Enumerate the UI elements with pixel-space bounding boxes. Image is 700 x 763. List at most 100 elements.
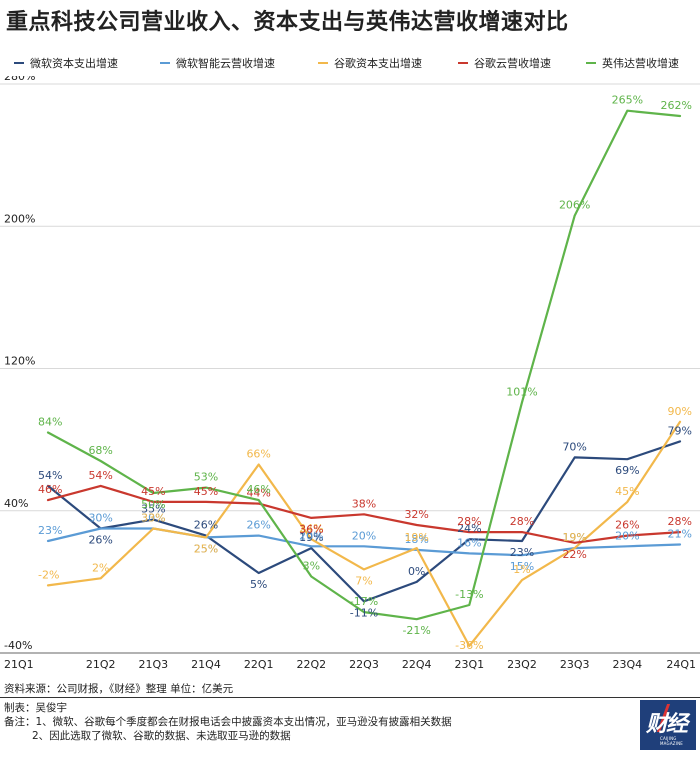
data-label: 28% [457, 515, 481, 528]
series-lines [46, 109, 682, 648]
data-label: 68% [88, 444, 112, 457]
data-label: 1% [513, 563, 530, 576]
x-tick-label: 21Q4 [191, 658, 221, 671]
data-label: 26% [88, 534, 112, 547]
data-label: -21% [402, 624, 430, 637]
legend-swatch-icon [458, 62, 468, 64]
data-label: 33% [141, 512, 165, 525]
source-note: 资料来源：公司财报，《财经》整理 单位：亿美元 [4, 683, 234, 695]
data-label: 16% [457, 536, 481, 549]
data-label: 54% [88, 469, 112, 482]
remark-note-1: 备注：1、微软、谷歌每个季度都会在财报电话会中披露资本支出情况，亚马逊没有披露相… [4, 716, 452, 728]
data-label: 25% [194, 542, 218, 555]
data-label: 45% [194, 485, 218, 498]
data-label: 19% [404, 531, 428, 544]
x-tick-label: 22Q4 [402, 658, 432, 671]
data-label: 79% [668, 424, 692, 437]
data-label: 265% [612, 94, 643, 107]
series-line [46, 420, 682, 648]
x-tick-label: 23Q4 [613, 658, 643, 671]
logo-text: 财经 [646, 712, 688, 737]
legend-swatch-icon [318, 62, 328, 64]
data-label: 26% [194, 519, 218, 532]
y-tick-label: -40% [4, 639, 32, 652]
data-label: 24% [299, 522, 323, 535]
x-tick-label: 24Q1 [666, 658, 696, 671]
data-label: 20% [615, 529, 639, 542]
data-label: 26% [615, 519, 639, 532]
legend-label: 谷歌云营收增速 [474, 57, 551, 70]
legend-label: 微软资本支出增速 [30, 57, 118, 70]
data-labels: 54% 26% 35% 26% 5% 19% -11% 0% 24% 23% 70% 69% 79% 23… [38, 94, 692, 652]
data-label: 18% [404, 533, 428, 546]
x-tick-label: 22Q2 [297, 658, 327, 671]
data-label: 44% [246, 487, 270, 500]
x-tick-label: 21Q1 [4, 658, 34, 671]
data-label: 30% [88, 512, 112, 525]
data-label: -13% [455, 588, 483, 601]
legend-label: 英伟达营收增速 [602, 57, 679, 70]
legend-swatch-icon [14, 62, 24, 64]
data-label: -17% [350, 595, 378, 608]
data-label: 20% [352, 529, 376, 542]
remark-note-2: 2、因此选取了微软、谷歌的数据、未选取亚马逊的数据 [32, 730, 291, 742]
data-label: 3% [303, 560, 320, 573]
data-label: 22% [562, 548, 586, 561]
y-tick-label: 40% [4, 497, 28, 510]
data-label: 26% [246, 519, 270, 532]
data-label: 36% [299, 523, 323, 536]
author-note: 制表：吴俊宇 [4, 702, 67, 714]
y-tick-label: 200% [4, 212, 35, 225]
y-tick-label: 120% [4, 355, 35, 368]
data-label: 20% [299, 529, 323, 542]
series-line [46, 484, 682, 544]
data-label: 54% [38, 469, 62, 482]
divider [0, 697, 700, 698]
legend-swatch-icon [586, 62, 596, 64]
data-label: 25% [194, 542, 218, 555]
chart-legend: 微软资本支出增速 微软智能云营收增速 谷歌资本支出增速 谷歌云营收增速 英伟达营… [0, 54, 700, 72]
data-label: 46% [38, 483, 62, 496]
data-label: 84% [38, 416, 62, 429]
data-label: 90% [668, 405, 692, 418]
data-label: 101% [506, 385, 537, 398]
series-line [46, 440, 682, 603]
data-label: 50% [141, 498, 165, 511]
series-line [46, 109, 682, 621]
gridlines [0, 83, 700, 654]
legend-item-goog-capex: 谷歌资本支出增速 [318, 54, 422, 72]
data-label: 262% [661, 99, 692, 112]
data-label: 23% [38, 524, 62, 537]
legend-item-goog-cloud: 谷歌云营收增速 [458, 54, 551, 72]
data-label: 206% [559, 199, 590, 212]
x-tick-label: 23Q3 [560, 658, 590, 671]
chart-title: 重点科技公司营业收入、资本支出与英伟达营收增速对比 [6, 10, 569, 35]
data-label: 32% [404, 508, 428, 521]
x-tick-label: 22Q1 [244, 658, 274, 671]
data-label: 35% [141, 503, 165, 516]
data-label: 19% [299, 531, 323, 544]
data-label: 30% [141, 512, 165, 525]
data-label: -11% [350, 606, 378, 619]
legend-item-msft-cloud: 微软智能云营收增速 [160, 54, 275, 72]
axis-labels: 280% 200% 120% 40% -40% 21Q1 21Q2 21Q3 21Q4 22Q1 2… [4, 76, 696, 671]
data-label: -36% [455, 639, 483, 652]
data-label: 5% [250, 578, 267, 591]
x-tick-label: 21Q2 [86, 658, 116, 671]
legend-label: 微软智能云营收增速 [176, 57, 275, 70]
data-label: 2% [92, 561, 109, 574]
data-label: 7% [355, 574, 372, 587]
x-tick-label: 23Q2 [507, 658, 537, 671]
data-label: -2% [38, 568, 59, 581]
data-label: 69% [615, 464, 639, 477]
data-label: 15% [510, 560, 534, 573]
data-label: 53% [194, 471, 218, 484]
data-label: 45% [141, 485, 165, 498]
data-label: 70% [562, 440, 586, 453]
data-label: 46% [246, 483, 270, 496]
logo-subtext: CAIJING MAGAZINE [660, 736, 683, 746]
x-tick-label: 22Q3 [349, 658, 379, 671]
data-label: 0% [408, 565, 425, 578]
line-chart: 54% 26% 35% 26% 5% 19% -11% 0% 24% 23% 70% 69% 79% 23… [0, 76, 700, 671]
legend-label: 谷歌资本支出增速 [334, 57, 422, 70]
